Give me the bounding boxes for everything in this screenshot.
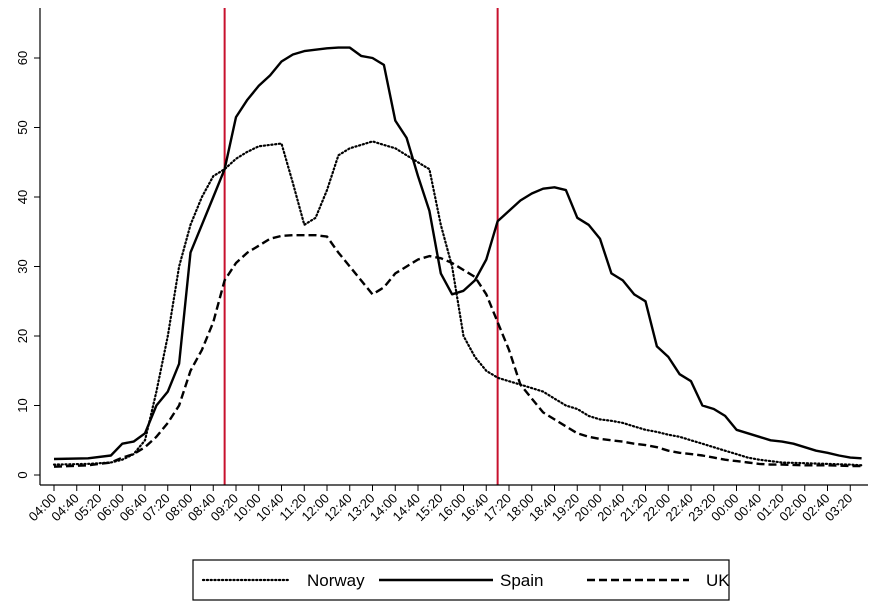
series-line-uk bbox=[53, 234, 862, 468]
y-tick-label: 30 bbox=[15, 259, 30, 273]
y-tick-label: 0 bbox=[15, 471, 30, 478]
y-tick-label: 10 bbox=[15, 398, 30, 412]
y-axis: 0 10 20 30 40 50 60 bbox=[15, 8, 41, 485]
y-tick-label: 20 bbox=[15, 329, 30, 343]
legend-label-norway: Norway bbox=[307, 571, 365, 590]
y-tick-label: 60 bbox=[15, 51, 30, 65]
vertical-reference-lines bbox=[223, 8, 499, 485]
legend: Norway Spain UK bbox=[192, 559, 730, 601]
legend-label-uk: UK bbox=[706, 571, 730, 590]
series-lines bbox=[52, 46, 863, 468]
legend-label-spain: Spain bbox=[500, 571, 543, 590]
series-line-spain bbox=[53, 46, 862, 461]
series-line-norway bbox=[52, 140, 863, 467]
y-tick-label: 40 bbox=[15, 190, 30, 204]
x-axis: 04:0004:4005:2006:0006:4007:2008:0008:40… bbox=[26, 484, 868, 524]
y-tick-label: 50 bbox=[15, 120, 30, 134]
